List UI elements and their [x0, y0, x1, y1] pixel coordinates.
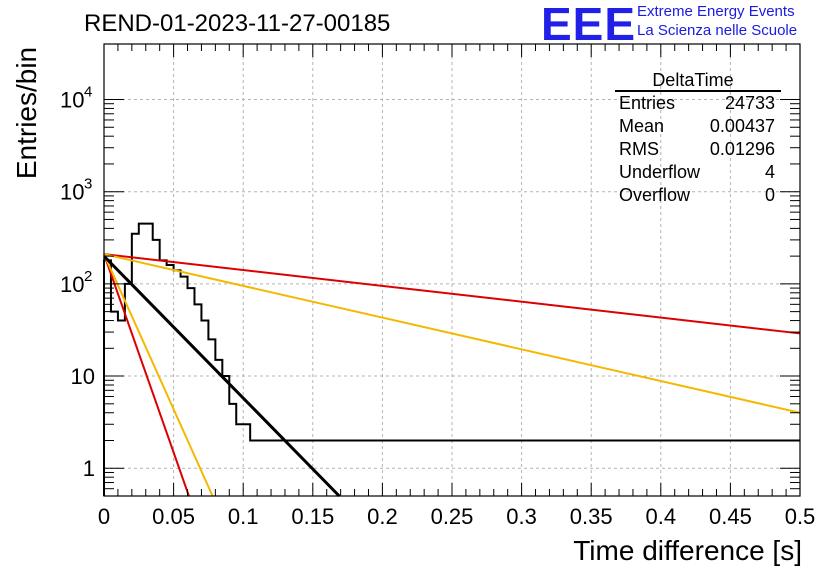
y-tick-label: 10: [71, 364, 95, 389]
y-tick-label: 10: [60, 180, 84, 205]
stats-label: Entries: [619, 93, 676, 113]
x-tick-label: 0.25: [431, 504, 474, 529]
x-tick-label: 0.05: [152, 504, 195, 529]
fit-line: [103, 253, 801, 414]
x-tick-label: 0.1: [228, 504, 259, 529]
stats-value: 0.00437: [709, 116, 775, 136]
stats-value: 24733: [724, 93, 775, 113]
stats-value: 0: [764, 185, 775, 205]
fit-line: [103, 253, 190, 497]
x-tick-label: 0: [98, 504, 110, 529]
y-tick-label: 1: [83, 456, 95, 481]
stats-row-entries: Entries 24733: [611, 92, 775, 115]
y-tick-label: 10: [60, 272, 84, 297]
stats-title: DeltaTime: [652, 70, 734, 90]
stats-value: 0.01296: [709, 139, 775, 159]
stats-row-mean: Mean 0.00437: [611, 115, 775, 138]
axes: 0 0.05 0.1 0.15 0.2 0.25 0.3 0.35 0.4 0.45 0.5 1 10 1…: [60, 44, 815, 529]
stats-divider: [615, 90, 781, 92]
x-tick-label: 0.4: [646, 504, 677, 529]
stats-label: RMS: [619, 139, 659, 159]
y-tick-exponent: 2: [84, 268, 92, 285]
y-axis-label: Entries/bin: [11, 46, 42, 180]
histogram-line: [103, 222, 800, 496]
stats-label: Overflow: [619, 185, 691, 205]
logo-line-1: Extreme Energy Events: [637, 3, 795, 20]
x-tick-label: 0.45: [709, 504, 752, 529]
x-tick-label: 0.5: [785, 504, 816, 529]
stats-label: Mean: [619, 116, 665, 136]
fit-line: [102, 255, 341, 498]
y-tick-exponent: 3: [84, 176, 92, 193]
x-tick-label: 0.2: [367, 504, 398, 529]
x-tick-label: 0.35: [570, 504, 613, 529]
fit-line: [103, 253, 801, 335]
fit-line: [103, 253, 214, 497]
x-tick-label: 0.3: [506, 504, 537, 529]
y-tick-label: 10: [60, 88, 84, 113]
stats-row-rms: RMS 0.01296: [611, 138, 775, 161]
y-tick-exponent: 4: [84, 84, 92, 101]
stats-label: Underflow: [619, 162, 701, 182]
eee-logo: EEE: [541, 0, 637, 50]
stats-box: DeltaTime Entries 24733 Mean 0.00437 RMS…: [611, 70, 781, 207]
stats-value: 4: [764, 162, 775, 182]
x-axis-label: Time difference [s]: [573, 535, 802, 566]
logo-line-2: La Scienza nelle Scuole: [637, 22, 798, 39]
chart-title: REND-01-2023-11-27-00185: [84, 10, 391, 37]
x-tick-label: 0.15: [291, 504, 334, 529]
stats-row-overflow: Overflow 0: [611, 184, 775, 207]
stats-row-underflow: Underflow 4: [611, 161, 775, 184]
chart-marks: [102, 222, 801, 498]
